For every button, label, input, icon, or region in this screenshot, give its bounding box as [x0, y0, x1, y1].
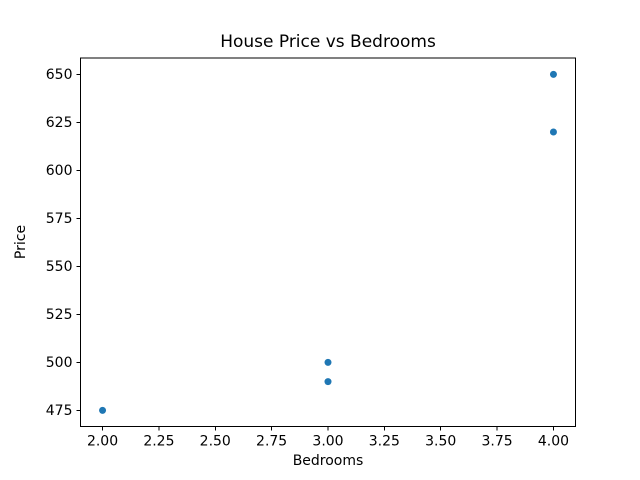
x-tick-label: 3.50 [425, 434, 456, 450]
chart-title: House Price vs Bedrooms [220, 32, 436, 52]
y-tick-label: 525 [46, 307, 73, 323]
x-tick-label: 3.25 [369, 434, 400, 450]
y-tick-label: 550 [46, 259, 73, 275]
y-tick-label: 650 [46, 67, 73, 83]
x-tick-label: 2.25 [143, 434, 174, 450]
data-point [549, 128, 557, 136]
x-tick-label: 4.00 [538, 434, 569, 450]
x-tick-label: 3.00 [312, 434, 343, 450]
y-tick-label: 625 [46, 115, 73, 131]
data-point [324, 358, 332, 366]
x-axis-label: Bedrooms [292, 453, 364, 469]
y-tick-label: 600 [46, 163, 73, 179]
x-tick-label: 2.75 [256, 434, 287, 450]
data-point [99, 406, 107, 414]
y-tick-label: 575 [46, 211, 73, 227]
data-point [549, 70, 557, 78]
data-point [324, 378, 332, 386]
x-tick-label: 2.00 [87, 434, 118, 450]
y-tick-label: 500 [46, 355, 73, 371]
y-tick-label: 475 [46, 403, 73, 419]
x-tick-label: 3.75 [482, 434, 513, 450]
x-tick-label: 2.50 [200, 434, 231, 450]
axes-spines [80, 57, 576, 428]
